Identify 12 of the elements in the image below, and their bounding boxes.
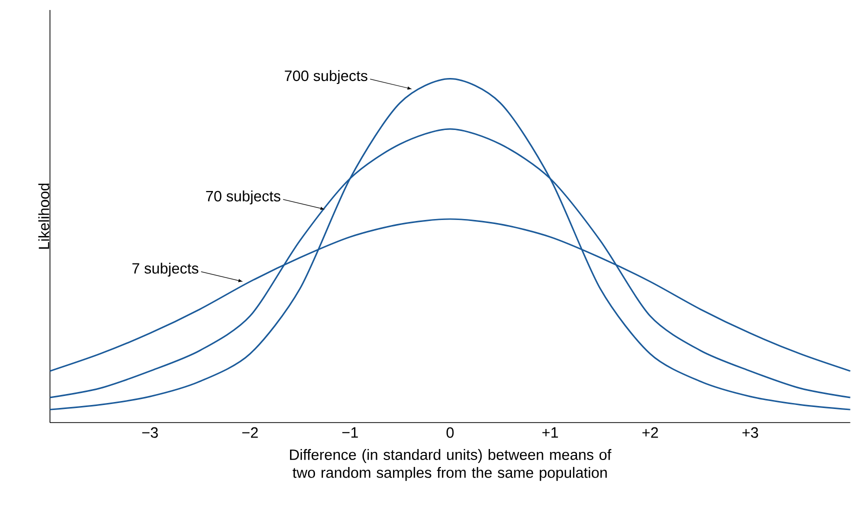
x-tick-label: −3 bbox=[142, 428, 158, 438]
x-tick-label: −2 bbox=[242, 428, 258, 438]
annotation: 7 subjects bbox=[132, 262, 198, 277]
x-tick-label: +1 bbox=[542, 428, 558, 438]
x-tick-label: +2 bbox=[642, 428, 658, 438]
x-tick-label: −1 bbox=[342, 428, 358, 438]
annotation: 70 subjects bbox=[206, 190, 280, 205]
annotation: 700 subjects bbox=[284, 70, 368, 84]
x-axis-title: Difference (in standard units) between means of two random samples from the same population bbox=[290, 449, 612, 482]
y-axis-title: Likelihood bbox=[38, 184, 50, 249]
x-tick-label: 0 bbox=[446, 428, 454, 438]
x-tick-label: +3 bbox=[742, 428, 758, 438]
